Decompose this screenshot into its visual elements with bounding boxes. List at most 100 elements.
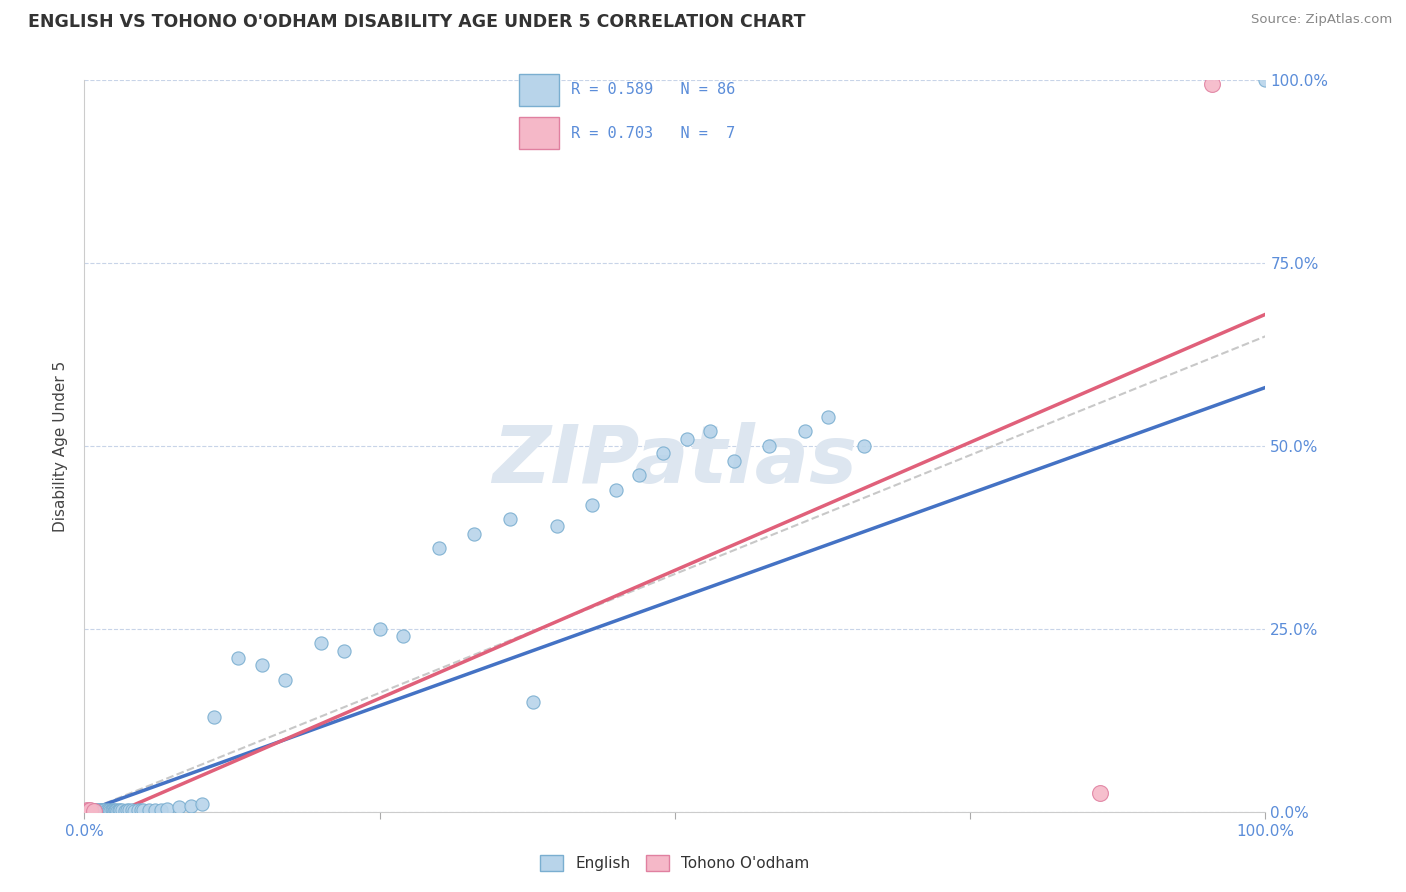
Point	[83, 804, 105, 818]
Point	[122, 804, 145, 818]
Point	[76, 803, 98, 817]
Point	[368, 622, 391, 636]
Point	[91, 803, 114, 817]
Point	[108, 803, 131, 817]
Point	[86, 804, 108, 818]
Point	[75, 804, 97, 818]
Point	[127, 803, 149, 817]
Point	[129, 803, 152, 817]
Point	[758, 439, 780, 453]
Point	[91, 804, 114, 818]
Point	[309, 636, 332, 650]
Point	[84, 804, 107, 818]
Text: R = 0.589   N = 86: R = 0.589 N = 86	[571, 82, 735, 97]
Point	[628, 468, 651, 483]
Point	[111, 803, 134, 817]
Y-axis label: Disability Age Under 5: Disability Age Under 5	[53, 360, 69, 532]
Point	[101, 803, 124, 817]
Point	[82, 803, 104, 817]
Point	[202, 709, 225, 723]
Point	[427, 541, 450, 556]
Point	[793, 425, 815, 439]
Point	[80, 804, 103, 818]
Point	[852, 439, 875, 453]
Text: ENGLISH VS TOHONO O'ODHAM DISABILITY AGE UNDER 5 CORRELATION CHART: ENGLISH VS TOHONO O'ODHAM DISABILITY AGE…	[28, 13, 806, 31]
Point	[79, 803, 101, 817]
Point	[104, 803, 127, 817]
Point	[79, 803, 101, 817]
Point	[138, 803, 160, 817]
Point	[91, 804, 114, 818]
Point	[114, 804, 136, 818]
Point	[84, 803, 107, 817]
Point	[77, 804, 100, 818]
Point	[90, 804, 112, 818]
Point	[77, 803, 100, 817]
Point	[107, 803, 129, 817]
Point	[274, 673, 297, 687]
Point	[76, 804, 98, 818]
Point	[83, 803, 105, 817]
Point	[605, 483, 627, 497]
Point	[89, 803, 111, 817]
Point	[723, 453, 745, 467]
Point	[84, 804, 107, 818]
Point	[96, 803, 118, 817]
Point	[98, 803, 121, 817]
Text: R = 0.703   N =  7: R = 0.703 N = 7	[571, 126, 735, 141]
Point	[156, 802, 179, 816]
FancyBboxPatch shape	[519, 118, 558, 149]
Point	[86, 803, 108, 817]
Point	[107, 804, 129, 818]
Point	[817, 409, 839, 424]
Point	[1254, 73, 1277, 87]
Point	[82, 804, 104, 818]
Point	[75, 804, 97, 818]
Point	[150, 803, 173, 817]
Point	[89, 804, 111, 818]
Point	[581, 498, 603, 512]
Point	[675, 432, 697, 446]
Point	[90, 803, 112, 817]
Point	[699, 425, 721, 439]
Point	[94, 804, 117, 818]
Text: ZIPatlas: ZIPatlas	[492, 422, 858, 500]
Point	[132, 803, 155, 817]
Point	[250, 658, 273, 673]
Point	[83, 804, 105, 818]
Point	[118, 803, 141, 817]
Point	[80, 803, 103, 817]
Point	[77, 804, 100, 818]
Point	[79, 804, 101, 818]
Point	[105, 803, 128, 817]
FancyBboxPatch shape	[519, 74, 558, 105]
Point	[87, 804, 110, 818]
Point	[97, 804, 120, 818]
Point	[121, 803, 143, 817]
Text: Source: ZipAtlas.com: Source: ZipAtlas.com	[1251, 13, 1392, 27]
Point	[87, 803, 110, 817]
Point	[392, 629, 415, 643]
Point	[77, 804, 100, 818]
Point	[98, 804, 121, 818]
Point	[522, 695, 544, 709]
Point	[84, 803, 107, 817]
Point	[167, 800, 190, 814]
Point	[1088, 787, 1111, 801]
Point	[100, 803, 122, 817]
Point	[1201, 77, 1223, 91]
Point	[180, 798, 202, 813]
Point	[498, 512, 520, 526]
Point	[143, 803, 166, 817]
Point	[91, 803, 114, 817]
Point	[115, 803, 138, 817]
Legend: English, Tohono O'odham: English, Tohono O'odham	[534, 849, 815, 877]
Point	[103, 804, 125, 818]
Point	[546, 519, 568, 533]
Point	[77, 803, 100, 817]
Point	[333, 644, 356, 658]
Point	[93, 803, 115, 817]
Point	[463, 526, 485, 541]
Point	[226, 651, 249, 665]
Point	[93, 804, 115, 818]
